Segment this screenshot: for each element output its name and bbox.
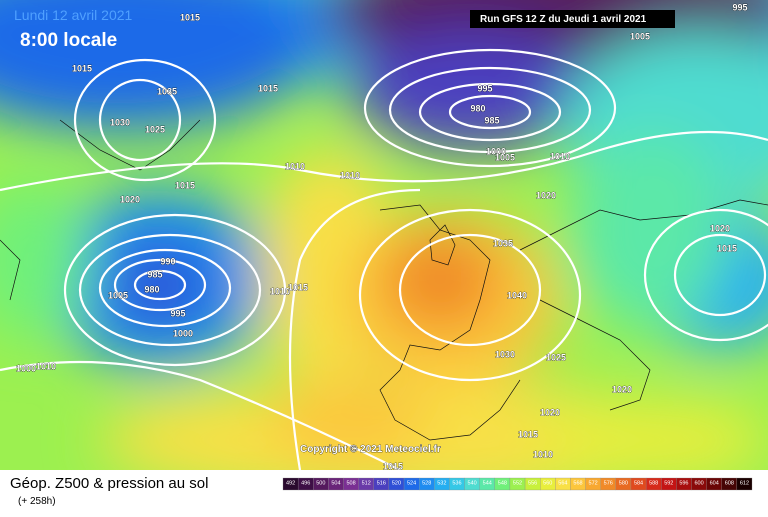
forecast-time: 8:00 locale xyxy=(20,30,117,51)
isobar-label: 1020 xyxy=(120,194,140,204)
isobar-label: 1040 xyxy=(507,290,527,300)
isobar-label: 1020 xyxy=(536,190,556,200)
scale-label: 520 xyxy=(392,480,401,486)
scale-label: 612 xyxy=(740,480,749,486)
isobar-label: 1035 xyxy=(493,238,513,248)
isobar-label: 1005 xyxy=(630,31,650,41)
copyright: Copyright © 2021 Meteociel.fr xyxy=(300,444,441,455)
isobar-label: 990 xyxy=(160,256,175,266)
scale-label: 576 xyxy=(604,480,613,486)
scale-label: 580 xyxy=(619,480,628,486)
scale-label: 540 xyxy=(468,480,477,486)
isobar-label: 985 xyxy=(484,115,499,125)
isobars xyxy=(0,48,768,470)
isobar-label: 995 xyxy=(170,308,185,318)
scale-label: 496 xyxy=(301,480,310,486)
scale-label: 572 xyxy=(589,480,598,486)
scale-label: 512 xyxy=(362,480,371,486)
isobar-label: 1015 xyxy=(717,243,737,253)
isobar-label: 1015 xyxy=(258,83,278,93)
isobar-label: 1000 xyxy=(173,328,193,338)
run-info: Run GFS 12 Z du Jeudi 1 avril 2021 xyxy=(480,14,647,25)
isobar-label: 1010 xyxy=(340,170,360,180)
scale-label: 564 xyxy=(558,480,567,486)
scale-label: 532 xyxy=(437,480,446,486)
scale-label: 508 xyxy=(346,480,355,486)
footer-title: Géop. Z500 & pression au sol xyxy=(10,475,208,492)
scale-label: 592 xyxy=(664,480,673,486)
run-box xyxy=(470,10,675,28)
isobar-label: 1030 xyxy=(110,117,130,127)
isobar-label: 1010 xyxy=(285,161,305,171)
scale-label: 608 xyxy=(725,480,734,486)
isobar-label: 1020 xyxy=(710,223,730,233)
color-scale: 492 496 500 504 508 512 516 520 524 528 532 536 540 5… xyxy=(282,477,753,491)
isobar-label: 1015 xyxy=(72,63,92,73)
scale-label: 596 xyxy=(679,480,688,486)
footer-bar xyxy=(0,470,768,512)
isobar-label: 985 xyxy=(147,269,162,279)
isobar-label: 995 xyxy=(732,2,747,12)
isobar-label: 1015 xyxy=(175,180,195,190)
color-swatch xyxy=(736,477,753,491)
isobar-label: 1015 xyxy=(518,429,538,439)
isobar-label: 1010 xyxy=(36,361,56,371)
isobar-label: 980 xyxy=(144,284,159,294)
scale-label: 568 xyxy=(573,480,582,486)
scale-label: 556 xyxy=(528,480,537,486)
scale-label: 492 xyxy=(286,480,295,486)
isobar-label: 1010 xyxy=(550,151,570,161)
isobar-label: 1020 xyxy=(540,407,560,417)
isobar-labels: 1015 1015 1035 1015 1030 1025 1015 1020 1010 1010… xyxy=(16,2,748,472)
isobar-label: 995 xyxy=(477,83,492,93)
scale-label: 600 xyxy=(694,480,703,486)
coastlines xyxy=(0,119,768,441)
isobar-label: 1025 xyxy=(546,352,566,362)
scale-label: 560 xyxy=(543,480,552,486)
scale-label: 516 xyxy=(377,480,386,486)
scale-label: 544 xyxy=(483,480,492,486)
isobar-label: 1025 xyxy=(145,124,165,134)
forecast-date: Lundi 12 avril 2021 xyxy=(14,7,133,23)
isobar-label: 1015 xyxy=(288,282,308,292)
scale-label: 536 xyxy=(452,480,461,486)
scale-label: 588 xyxy=(649,480,658,486)
scale-label: 500 xyxy=(316,480,325,486)
isobar-label: 1035 xyxy=(157,86,177,96)
scale-label: 604 xyxy=(710,480,719,486)
scale-label: 504 xyxy=(331,480,340,486)
isobar-label: 1005 xyxy=(108,290,128,300)
height-field xyxy=(0,0,768,470)
isobar-label: 1005 xyxy=(495,152,515,162)
isobar-label: 1020 xyxy=(612,384,632,394)
footer-lead: (+ 258h) xyxy=(18,496,56,507)
isobar-label: 1000 xyxy=(16,363,36,373)
isobar-label: 1015 xyxy=(180,12,200,22)
isobar-label: 1015 xyxy=(383,461,403,471)
isobar-label: 1010 xyxy=(533,449,553,459)
isobar-label: 1000 xyxy=(486,146,506,156)
isobar-label: 980 xyxy=(470,103,485,113)
scale-label: 548 xyxy=(498,480,507,486)
isobar-label: 1010 xyxy=(270,286,290,296)
scale-label: 584 xyxy=(634,480,643,486)
isobar-label: 1030 xyxy=(495,349,515,359)
scale-label: 528 xyxy=(422,480,431,486)
scale-label: 524 xyxy=(407,480,416,486)
scale-label: 552 xyxy=(513,480,522,486)
